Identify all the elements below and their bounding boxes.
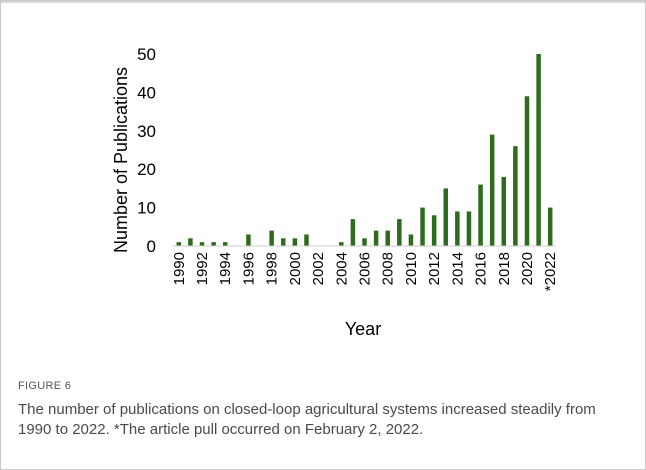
bar-2019	[513, 146, 518, 246]
bar-2015	[466, 211, 472, 246]
bar-2022	[547, 207, 553, 246]
x-tick-label: 2006	[357, 252, 374, 285]
x-tick-label: *2022	[542, 252, 559, 291]
y-tick-label: 50	[137, 45, 156, 64]
bar-2011	[420, 207, 425, 246]
bar-1991	[188, 238, 193, 246]
bar-2007	[373, 230, 379, 246]
bar-2018	[501, 176, 507, 246]
bar-1993	[211, 242, 216, 246]
x-tick-label: 2000	[287, 252, 304, 285]
x-tick-label: 1990	[171, 252, 188, 285]
bar-chart: 0 10 20 30 40 50 1990 1992 1994 1996 1998 2000 2002…	[111, 45, 559, 339]
bar-1999	[281, 238, 286, 246]
x-tick-label: 1992	[194, 252, 211, 285]
y-tick-label: 20	[137, 160, 156, 179]
bar-2009	[397, 219, 402, 246]
bar-2010	[408, 234, 414, 246]
x-tick-label: 2002	[310, 252, 327, 285]
y-tick-label: 10	[137, 199, 156, 218]
bar-2012	[431, 215, 437, 246]
bar-2000	[292, 238, 298, 246]
x-tick-label: 2008	[380, 252, 397, 285]
bar-2017	[489, 134, 495, 246]
bar-2004	[339, 242, 344, 246]
x-tick-label: 2010	[403, 252, 420, 285]
bar-series	[176, 54, 553, 247]
x-tick-label: 2016	[473, 252, 490, 285]
x-tick-label: 2014	[449, 252, 466, 285]
figure-label: FIGURE 6	[18, 380, 72, 392]
bar-2014	[455, 211, 460, 246]
bar-1990	[176, 242, 182, 246]
x-tick-label: 1996	[240, 252, 257, 285]
bar-2013	[443, 188, 448, 246]
x-tick-label: 2012	[426, 252, 443, 285]
bar-2005	[350, 219, 356, 246]
bar-2001	[304, 234, 309, 246]
top-rule	[1, 1, 645, 3]
x-tick-label: 2018	[496, 252, 513, 285]
y-tick-label: 0	[147, 237, 156, 256]
figure-caption: The number of publications on closed-loo…	[18, 401, 596, 438]
x-tick-label: 2004	[333, 252, 350, 285]
y-axis: 0 10 20 30 40 50	[137, 45, 156, 256]
bar-2021	[536, 54, 541, 246]
x-axis-label: Year	[345, 319, 381, 339]
bar-1994	[222, 242, 228, 246]
y-tick-label: 30	[137, 122, 156, 141]
y-axis-label: Number of Publications	[111, 67, 131, 253]
bar-2006	[362, 238, 367, 246]
x-axis: 1990 1992 1994 1996 1998 2000 2002 2004 2006 2008…	[171, 252, 559, 291]
bar-2016	[478, 184, 483, 246]
x-tick-label: 2020	[519, 252, 536, 285]
bar-1996	[246, 234, 251, 246]
x-tick-label: 1998	[264, 252, 281, 285]
bar-1992	[199, 242, 205, 246]
x-tick-label: 1994	[217, 252, 234, 285]
bar-2008	[385, 230, 390, 246]
y-tick-label: 40	[137, 83, 156, 102]
bar-2020	[524, 96, 530, 247]
bar-1998	[269, 230, 274, 246]
